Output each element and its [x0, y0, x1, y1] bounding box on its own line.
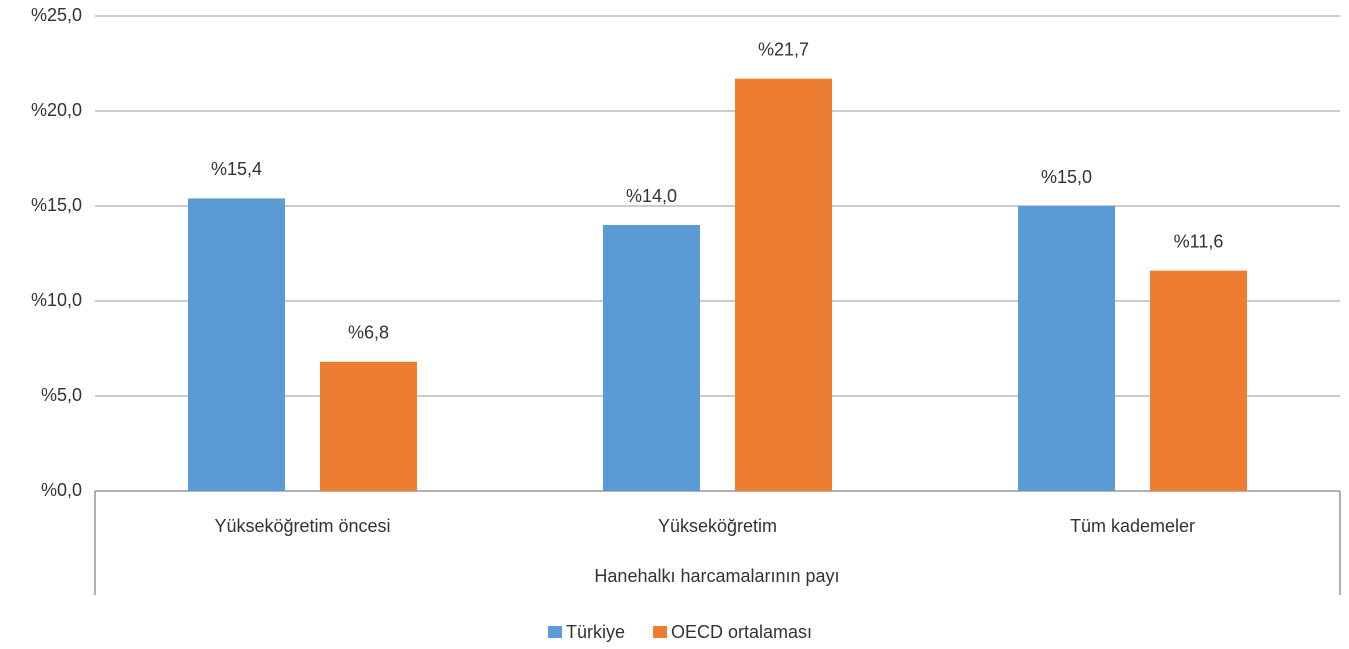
data-label: %11,6 — [1174, 231, 1224, 251]
x-tick-label: Yükseköğretim — [658, 516, 777, 536]
data-label: %14,0 — [626, 186, 677, 206]
x-tick-label: Yükseköğretim öncesi — [214, 516, 390, 536]
y-tick-label: %0,0 — [41, 480, 82, 500]
x-tick-label: Tüm kademeler — [1070, 516, 1195, 536]
legend-swatch — [653, 626, 668, 638]
data-label: %6,8 — [348, 323, 389, 343]
data-label: %15,4 — [211, 159, 262, 179]
bar — [320, 361, 417, 491]
legend-label: OECD ortalaması — [671, 622, 812, 642]
y-tick-label: %15,0 — [31, 195, 82, 215]
y-tick-label: %5,0 — [41, 385, 82, 405]
bar — [1150, 270, 1247, 491]
y-tick-label: %25,0 — [31, 5, 82, 25]
bar — [188, 198, 285, 491]
bar — [603, 225, 700, 491]
legend-swatch — [548, 626, 562, 638]
x-axis-label: Hanehalkı harcamalarının payı — [594, 566, 839, 586]
data-label: %21,7 — [758, 39, 809, 59]
y-tick-label: %10,0 — [31, 290, 82, 310]
y-tick-label: %20,0 — [31, 100, 82, 120]
bar — [735, 78, 832, 491]
legend-label: Türkiye — [566, 622, 625, 642]
data-label: %15,0 — [1041, 167, 1092, 187]
bar — [1018, 206, 1115, 491]
